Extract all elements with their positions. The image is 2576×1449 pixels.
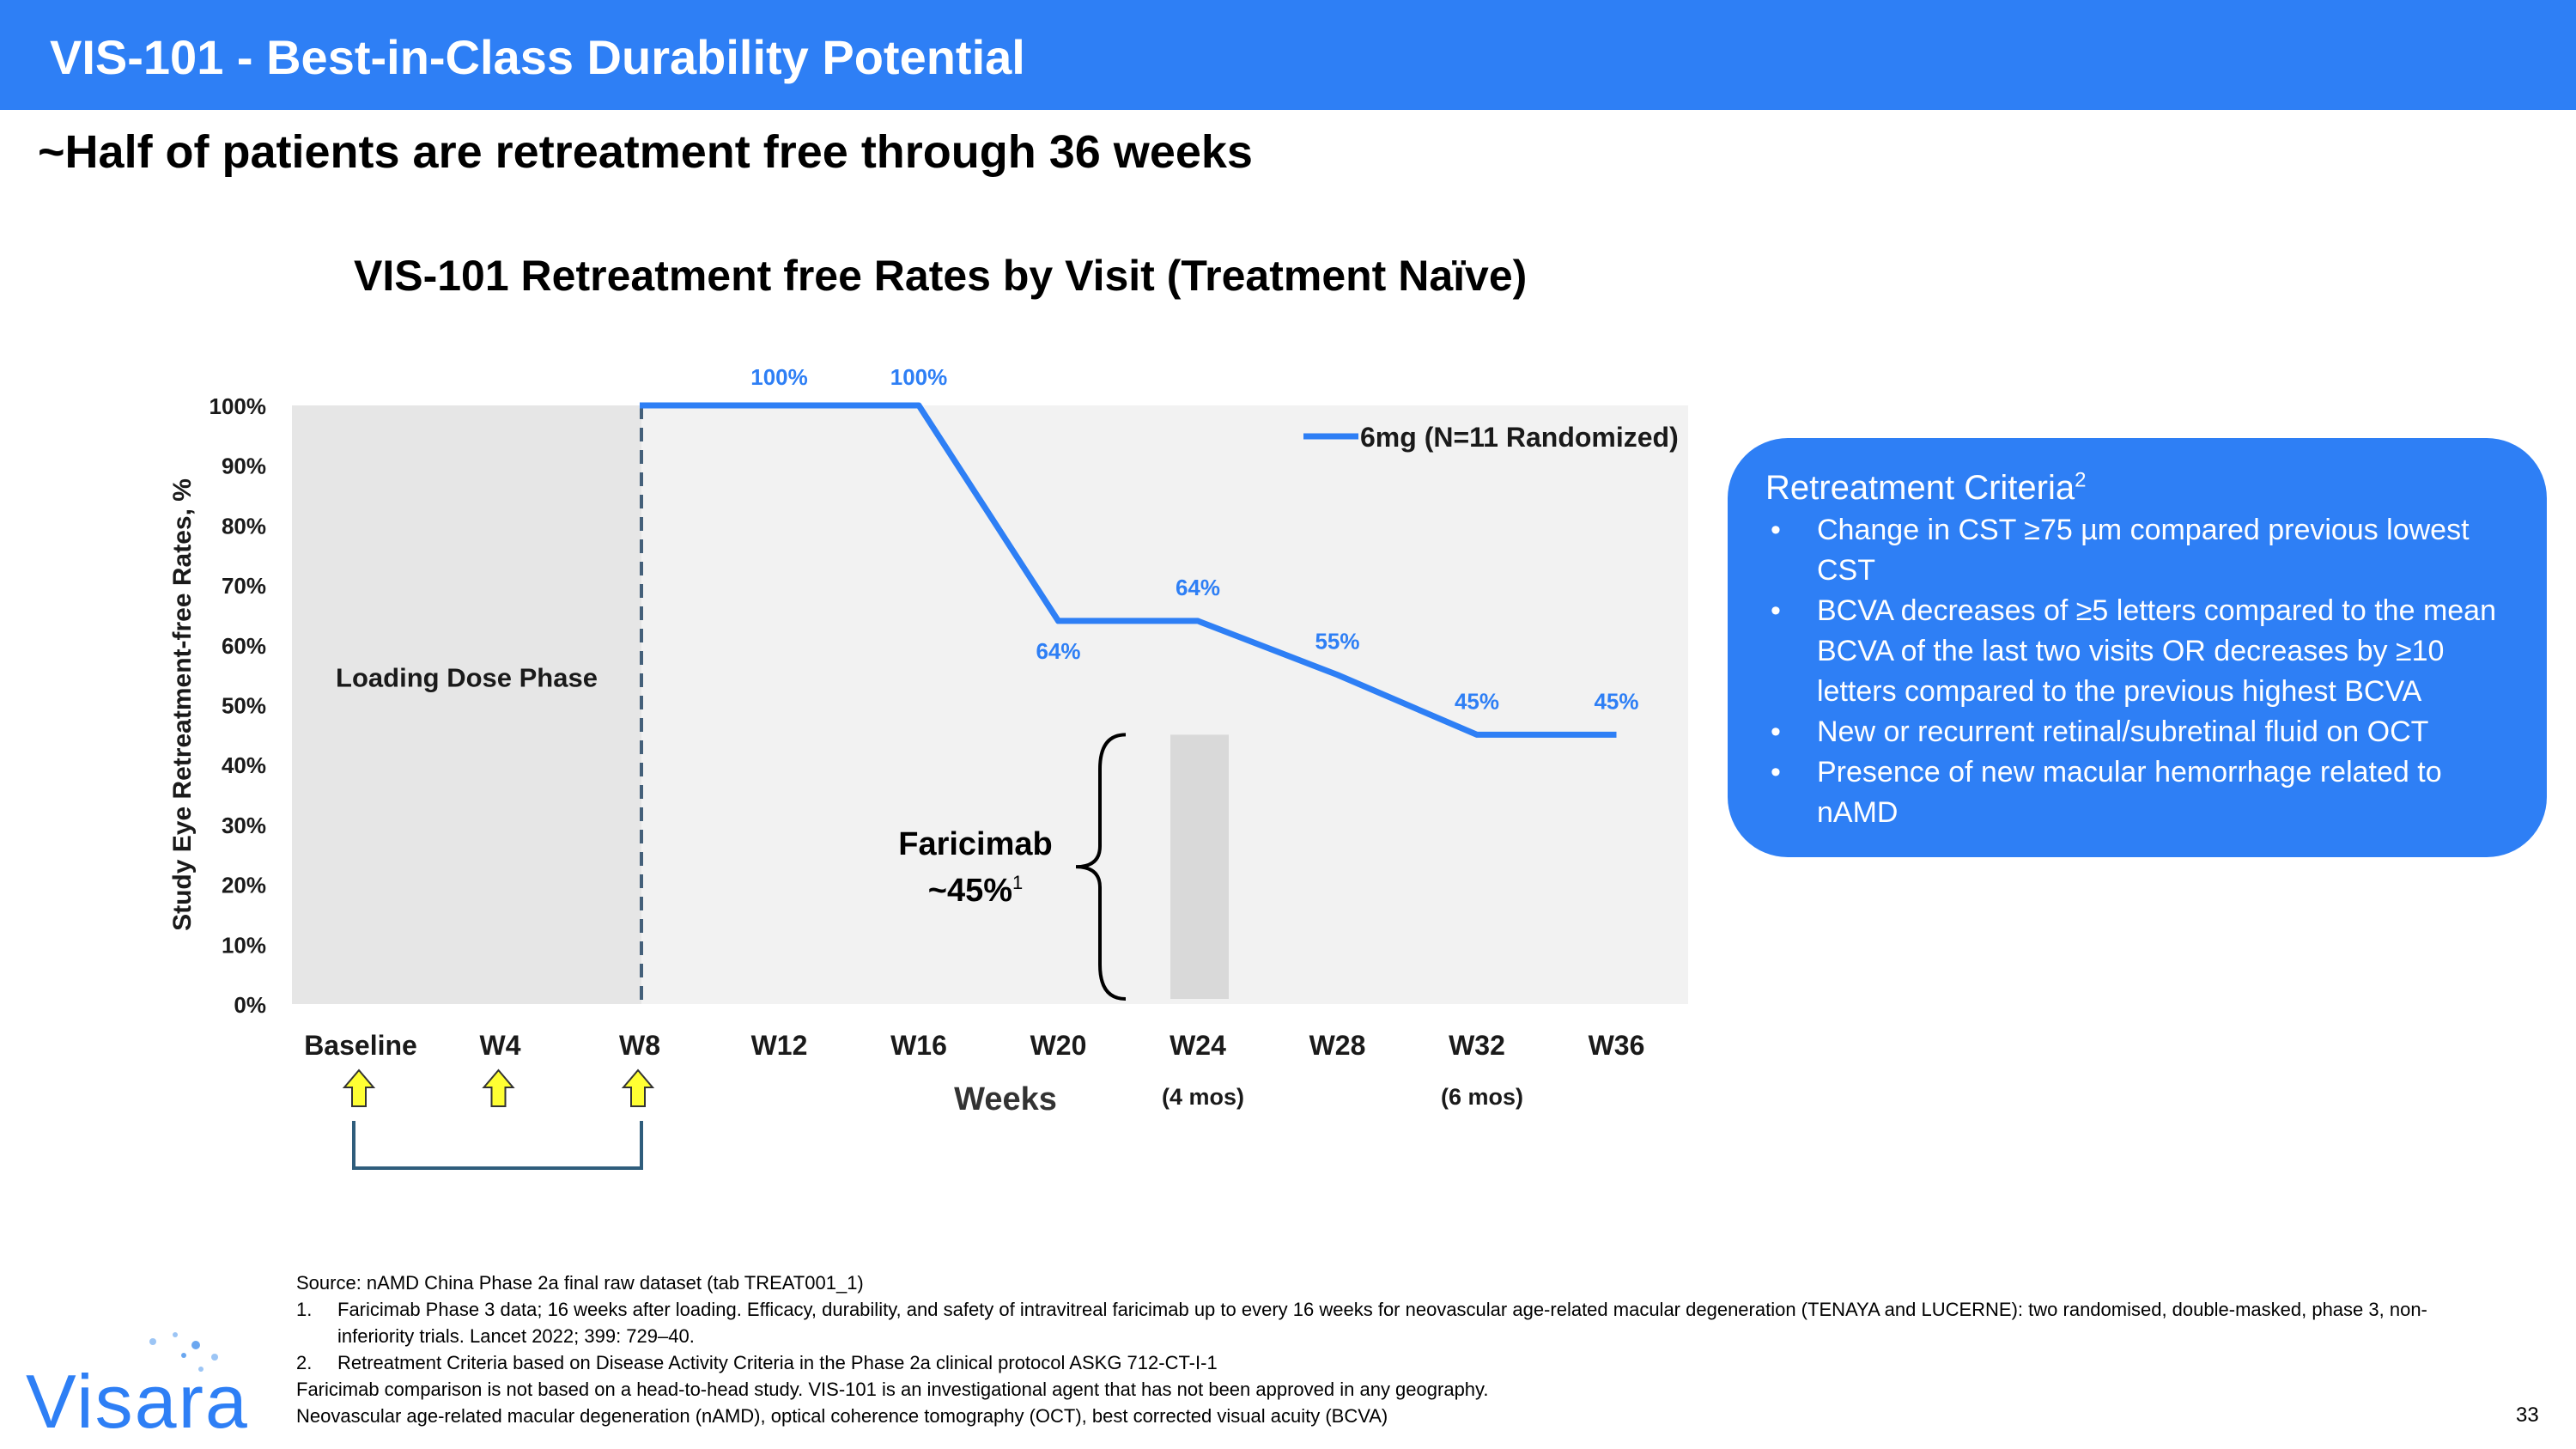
faricimab-label: Faricimab: [898, 826, 1053, 862]
loading-dose-bracket: [352, 1121, 643, 1170]
y-tick-label: 80%: [222, 513, 266, 539]
logo-dot: [149, 1338, 156, 1345]
dose-arrow-icon: [342, 1068, 376, 1107]
x-tick-label: W24: [1170, 1030, 1226, 1061]
week-annotation: (4 mos): [1162, 1084, 1244, 1110]
logo-dot: [198, 1367, 204, 1372]
bullet-icon: •: [1771, 594, 1781, 627]
criteria-item-text: Change in CST ≥75 µm compared previous l…: [1817, 514, 2470, 587]
footnote-1: 1. Faricimab Phase 3 data; 16 weeks after…: [296, 1296, 2494, 1349]
week-annotations: (4 mos) (6 mos): [1162, 1084, 1523, 1110]
disclaimer-note: Faricimab comparison is not based on a h…: [296, 1379, 1489, 1400]
criteria-item: • Change in CST ≥75 µm compared previous …: [1765, 510, 2521, 591]
criteria-item: • BCVA decreases of ≥5 letters compared t…: [1765, 591, 2521, 712]
x-tick-label: W12: [751, 1030, 808, 1061]
legend: 6mg (N=11 Randomized): [1303, 422, 1679, 453]
x-tick-label: W8: [619, 1030, 660, 1061]
y-axis-title: Study Eye Retreatment-free Rates, %: [168, 478, 197, 931]
criteria-item-text: BCVA decreases of ≥5 letters compared to…: [1817, 594, 2496, 708]
y-tick-label: 100%: [210, 393, 267, 419]
data-label: 64%: [1036, 638, 1080, 664]
retreatment-chart: Loading Dose Phase 0% 10% 20% 30% 40% 50% 60% 7…: [168, 364, 1688, 1170]
y-tick-label: 70%: [222, 573, 266, 599]
x-axis-title: Weeks: [954, 1081, 1057, 1117]
slide-title: VIS-101 - Best-in-Class Durability Poten…: [50, 30, 1025, 84]
data-label: 45%: [1455, 688, 1499, 714]
y-tick-label: 10%: [222, 932, 266, 958]
x-tick-label: W32: [1449, 1030, 1505, 1061]
loading-dose-region: [292, 405, 641, 1004]
dose-markers: [342, 1068, 655, 1107]
data-label: 100%: [750, 364, 808, 390]
x-tick-label: W20: [1030, 1030, 1087, 1061]
week-annotation: (6 mos): [1441, 1084, 1523, 1110]
criteria-item: • New or recurrent retinal/subretinal flu…: [1765, 712, 2521, 752]
abbreviations-note: Neovascular age-related macular degenera…: [296, 1405, 1388, 1427]
logo-wordmark: Visara: [26, 1359, 249, 1439]
data-label: 64%: [1176, 575, 1220, 600]
series-line-6mg: [640, 402, 1617, 738]
x-tick-label: W4: [480, 1030, 521, 1061]
data-label: 55%: [1315, 629, 1359, 654]
chart-title: VIS-101 Retreatment free Rates by Visit …: [354, 252, 1528, 300]
logo-dot: [211, 1354, 218, 1361]
y-tick-label: 50%: [222, 693, 266, 719]
source-note: Source: nAMD China Phase 2a final raw da…: [296, 1272, 864, 1294]
logo-dot: [191, 1341, 200, 1349]
x-tick-label: W16: [890, 1030, 947, 1061]
loading-dose-label: Loading Dose Phase: [336, 663, 598, 693]
criteria-list: • Change in CST ≥75 µm compared previous …: [1765, 510, 2521, 833]
data-label: 100%: [890, 364, 948, 390]
y-tick-label: 30%: [222, 813, 266, 838]
x-tick-label: W28: [1309, 1030, 1366, 1061]
title-bar: VIS-101 - Best-in-Class Durability Poten…: [0, 0, 2576, 110]
dose-arrow-icon: [482, 1068, 515, 1107]
legend-label: 6mg (N=11 Randomized): [1360, 422, 1679, 453]
bullet-icon: •: [1771, 715, 1781, 748]
criteria-title-text: Retreatment Criteria: [1765, 469, 2075, 507]
faricimab-value-label: ~45%1: [928, 872, 1024, 909]
criteria-item: • Presence of new macular hemorrhage rela…: [1765, 752, 2521, 833]
bullet-icon: •: [1771, 514, 1781, 546]
retreatment-criteria-box: Retreatment Criteria2 • Change in CST ≥75…: [1728, 438, 2547, 857]
footnote-1-text: Faricimab Phase 3 data; 16 weeks after l…: [337, 1299, 2427, 1347]
logo-dot: [181, 1353, 186, 1358]
data-labels: 100% 100% 64% 64% 55% 45% 45%: [750, 364, 1638, 714]
footnote-2-text: Retreatment Criteria based on Disease Ac…: [337, 1352, 1218, 1373]
y-tick-label: 0%: [234, 992, 266, 1018]
y-tick-label: 90%: [222, 454, 266, 479]
x-axis: Baseline W4 W8 W12 W16 W20 W24 W28 W32 W36: [304, 1030, 1644, 1061]
y-tick-label: 60%: [222, 633, 266, 659]
data-label: 45%: [1594, 688, 1638, 714]
y-axis: 0% 10% 20% 30% 40% 50% 60% 70% 80% 90% 100%: [210, 393, 267, 1018]
logo-dot: [173, 1332, 178, 1337]
faricimab-footnote-ref: 1: [1012, 872, 1023, 893]
faricimab-value: ~45%: [928, 873, 1012, 909]
footnote-2-number: 2.: [296, 1352, 313, 1373]
footnotes: Source: nAMD China Phase 2a final raw da…: [296, 1269, 2494, 1429]
criteria-footnote-ref: 2: [2075, 468, 2087, 492]
bullet-icon: •: [1771, 756, 1781, 788]
criteria-title: Retreatment Criteria2: [1765, 467, 2086, 508]
criteria-item-text: Presence of new macular hemorrhage relat…: [1817, 756, 2442, 829]
visara-logo: Visara: [26, 1332, 249, 1439]
x-tick-label: Baseline: [304, 1030, 417, 1061]
y-tick-label: 20%: [222, 873, 266, 898]
faricimab-brace: [1075, 733, 1127, 1001]
y-tick-label: 40%: [222, 752, 266, 778]
footnote-1-number: 1.: [296, 1299, 313, 1320]
footnote-2: 2. Retreatment Criteria based on Disease …: [296, 1349, 2494, 1376]
criteria-item-text: New or recurrent retinal/subretinal flui…: [1817, 715, 2429, 748]
dose-arrow-icon: [621, 1068, 655, 1107]
faricimab-bar: [1170, 734, 1229, 999]
page-number: 33: [2516, 1403, 2539, 1427]
x-tick-label: W36: [1589, 1030, 1645, 1061]
slide-subtitle: ~Half of patients are retreatment free t…: [38, 126, 1253, 178]
